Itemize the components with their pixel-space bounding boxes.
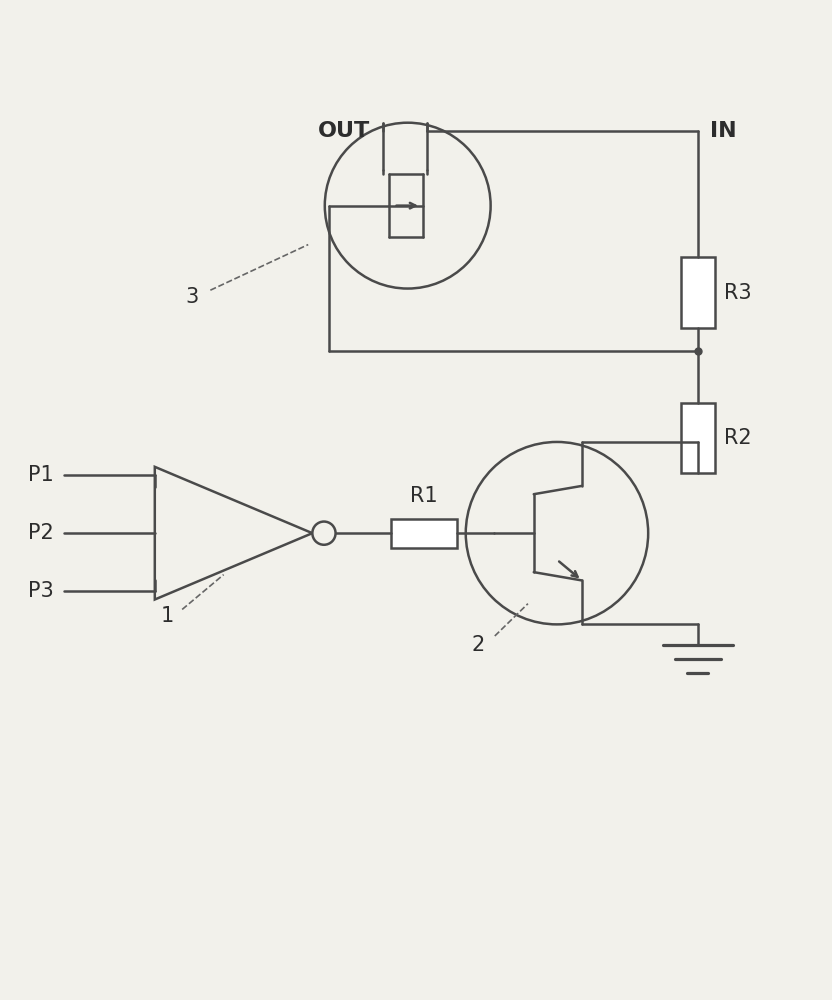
Text: 1: 1 [161, 606, 174, 626]
Text: P2: P2 [28, 523, 53, 543]
Text: R1: R1 [410, 486, 438, 506]
FancyBboxPatch shape [681, 257, 715, 328]
Text: 2: 2 [472, 635, 485, 655]
Text: P3: P3 [28, 581, 53, 601]
Text: R2: R2 [725, 428, 752, 448]
Text: OUT: OUT [318, 121, 370, 141]
Text: R3: R3 [725, 283, 752, 303]
FancyBboxPatch shape [681, 403, 715, 473]
Text: P1: P1 [28, 465, 53, 485]
Text: IN: IN [711, 121, 737, 141]
Text: 3: 3 [186, 287, 199, 307]
FancyBboxPatch shape [391, 519, 458, 548]
